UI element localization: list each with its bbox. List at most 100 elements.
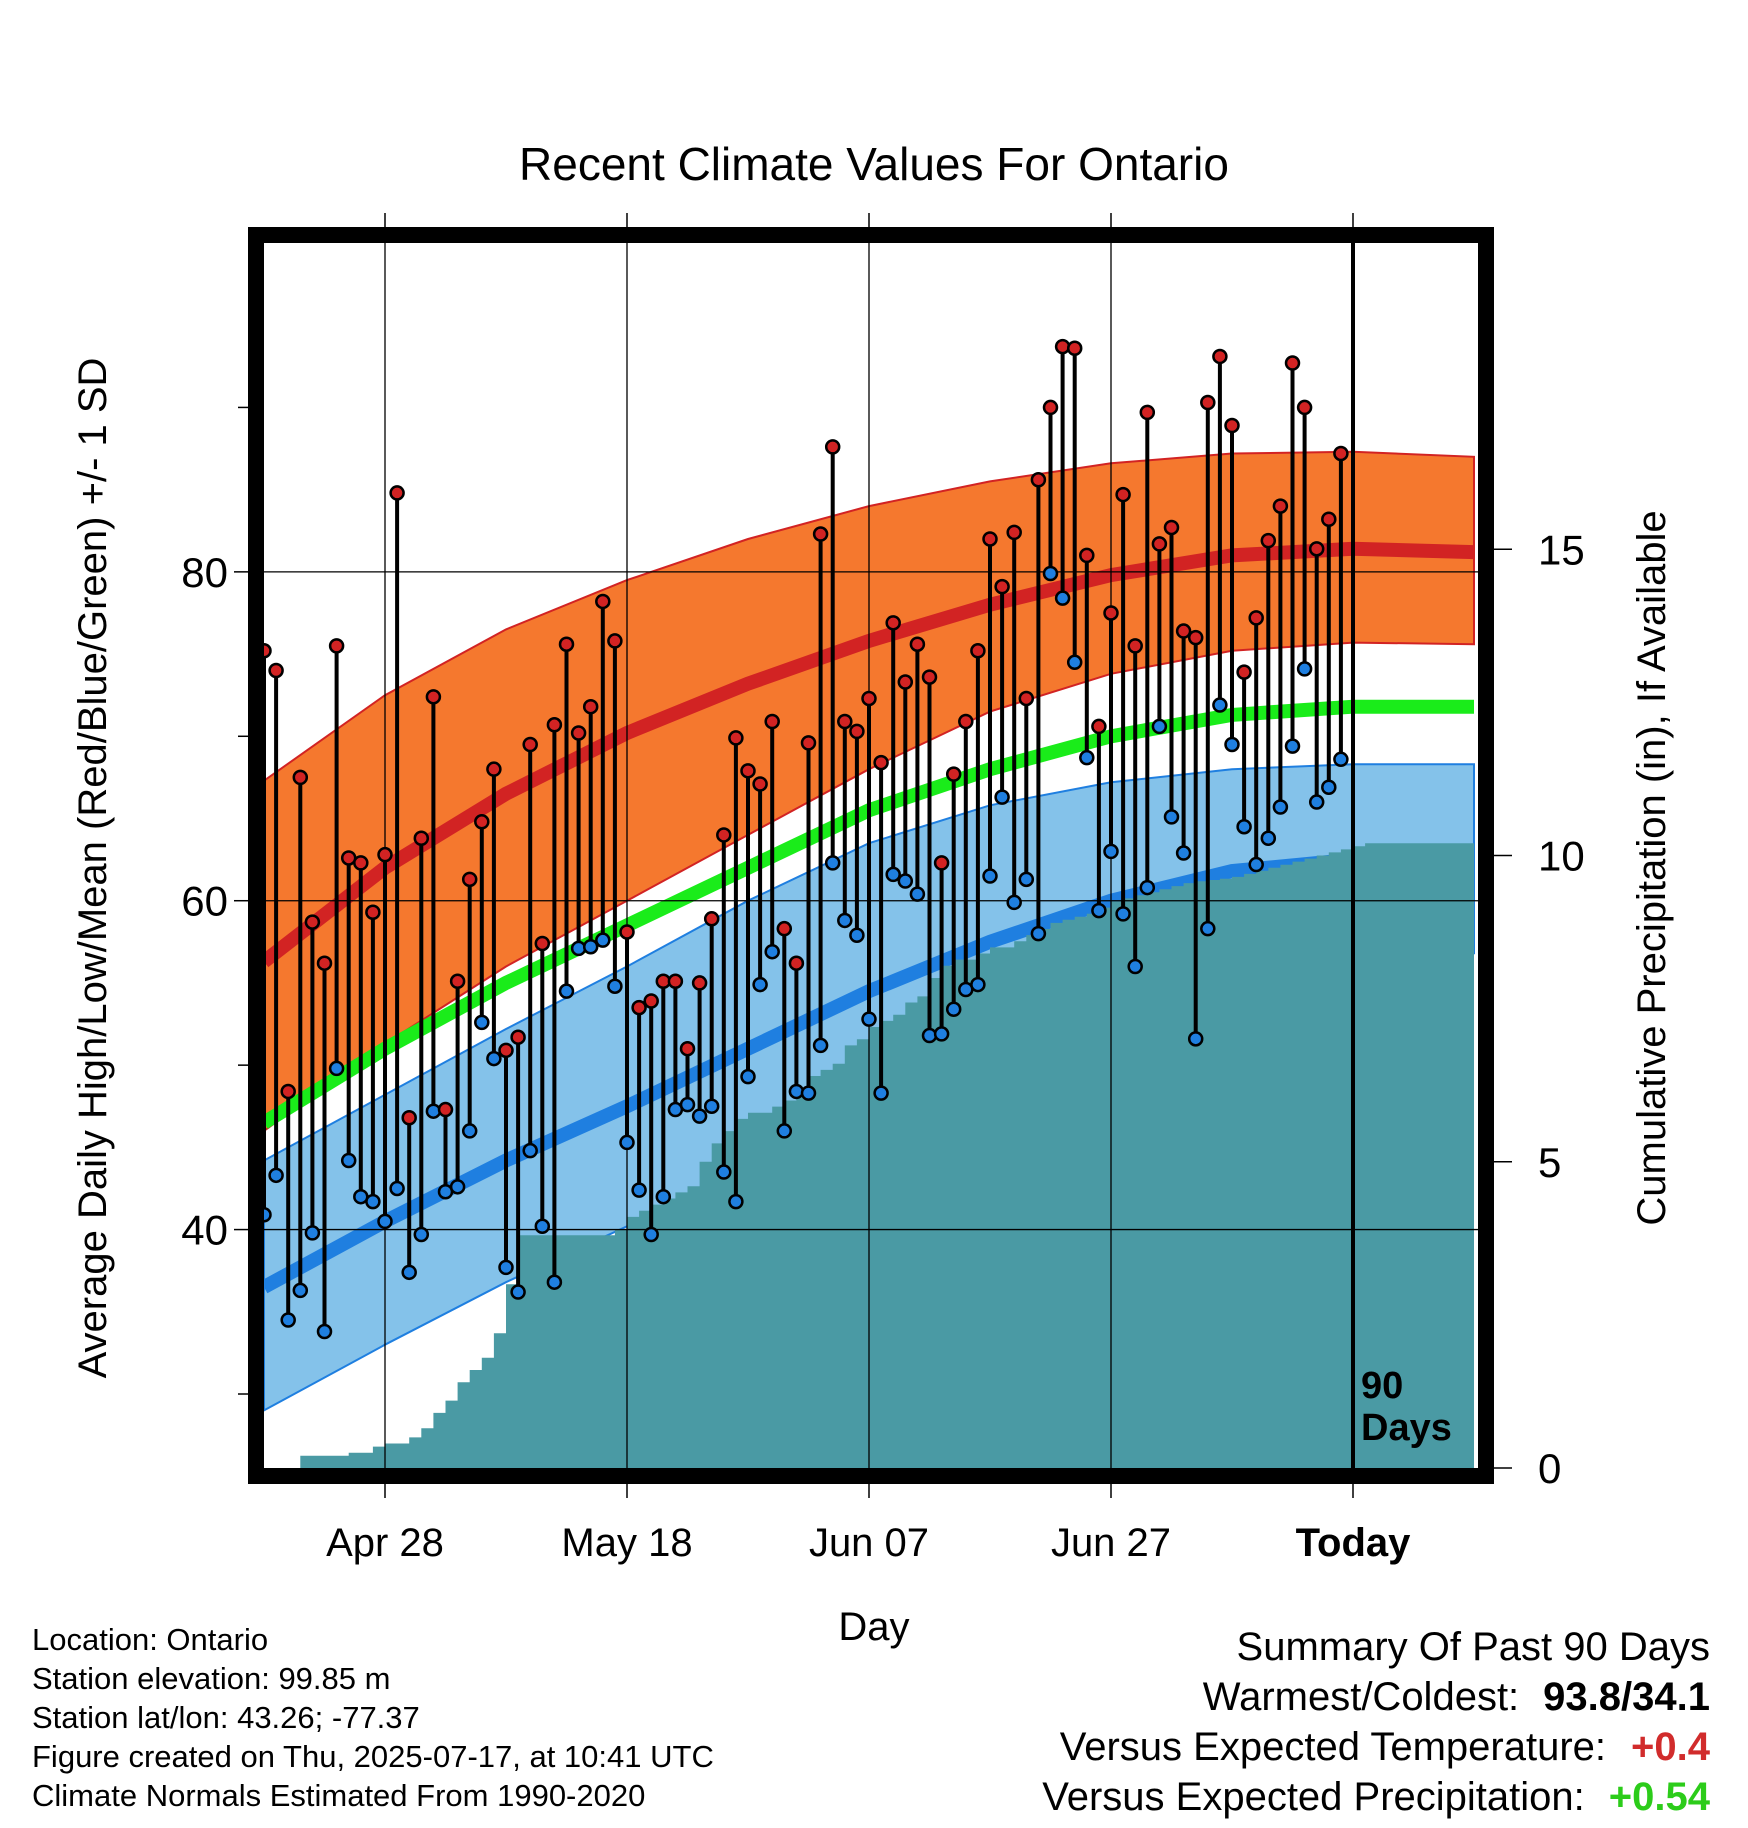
daily-low-point <box>558 983 575 999</box>
daily-high-point <box>280 1083 296 1100</box>
daily-low-point <box>812 1037 829 1054</box>
daily-high-point <box>268 662 284 679</box>
daily-low-point <box>1103 843 1119 860</box>
daily-low-point <box>1127 958 1143 975</box>
daily-low-point <box>800 1085 817 1101</box>
daily-high-point <box>958 713 974 730</box>
daily-low-point <box>776 1123 793 1139</box>
daily-low-point <box>486 1050 502 1067</box>
daily-high-point <box>570 725 587 741</box>
y2-tick-label-3: 15 <box>1538 526 1585 573</box>
daily-low-point <box>377 1213 393 1230</box>
daily-high-point <box>1163 519 1180 536</box>
daily-high-point <box>631 999 647 1016</box>
daily-high-point <box>1066 340 1083 356</box>
daily-high-point <box>1248 610 1264 626</box>
daily-low-point <box>1272 799 1289 815</box>
daily-high-point <box>328 638 345 654</box>
daily-low-point <box>861 1011 877 1027</box>
chart-title: Recent Climate Values For Ontario <box>519 138 1229 190</box>
y2-tick-label-1: 5 <box>1538 1139 1561 1186</box>
daily-low-point <box>1200 920 1216 937</box>
daily-high-point <box>788 955 805 971</box>
daily-low-point <box>413 1226 430 1243</box>
daily-low-point <box>595 932 611 948</box>
y-tick-label-2: 80 <box>181 549 228 596</box>
daily-low-point <box>655 1188 672 1205</box>
station-info: Location: Ontario Station elevation: 99.… <box>32 1620 714 1815</box>
daily-low-point <box>619 1134 635 1151</box>
y2-tick-label-2: 10 <box>1538 833 1585 880</box>
daily-high-point <box>909 636 926 652</box>
daily-high-point <box>837 713 853 730</box>
daily-low-point <box>1333 751 1349 768</box>
daily-low-point <box>546 1274 563 1290</box>
daily-high-point <box>849 723 865 740</box>
daily-low-point <box>728 1193 744 1210</box>
daily-high-point <box>1042 399 1059 416</box>
daily-high-point <box>413 830 430 846</box>
days-label-line2: Days <box>1361 1407 1452 1449</box>
daily-high-point <box>389 485 405 501</box>
daily-high-point <box>691 975 708 991</box>
x-axis-label: Day <box>838 1605 909 1649</box>
location-text: Location: Ontario <box>32 1622 269 1657</box>
daily-high-point <box>885 615 901 631</box>
days-label-line1: 90 <box>1361 1365 1403 1407</box>
daily-low-point <box>1030 925 1047 942</box>
daily-high-point <box>437 1101 454 1118</box>
normals-text: Climate Normals Estimated From 1990-2020 <box>32 1778 646 1813</box>
daily-high-point <box>558 636 575 652</box>
daily-low-point <box>873 1085 889 1101</box>
daily-low-point <box>764 943 780 960</box>
daily-high-point <box>1175 623 1192 639</box>
daily-low-point <box>824 855 841 871</box>
x-tick-label-2: Jun 07 <box>809 1521 929 1565</box>
temp-label: Versus Expected Temperature: <box>1059 1725 1606 1769</box>
daily-low-point <box>582 939 599 955</box>
daily-low-point <box>643 1226 659 1243</box>
daily-high-point <box>716 827 732 843</box>
daily-low-point <box>897 873 914 889</box>
daily-low-point <box>389 1180 405 1197</box>
precip-label: Versus Expected Precipitation: <box>1042 1775 1585 1819</box>
daily-low-point <box>752 976 768 993</box>
daily-low-point <box>849 927 865 943</box>
daily-high-point <box>752 776 768 792</box>
daily-low-point <box>945 1001 962 1017</box>
daily-high-point <box>1115 486 1131 503</box>
daily-high-point <box>619 924 635 940</box>
daily-low-point <box>607 978 623 994</box>
daily-low-point <box>474 1014 490 1031</box>
daily-high-point <box>703 911 720 927</box>
daily-low-point <box>716 1164 732 1180</box>
daily-high-point <box>1296 399 1313 416</box>
daily-low-point <box>316 1323 333 1340</box>
daily-low-point <box>1212 697 1228 713</box>
daily-high-point <box>1200 394 1216 411</box>
daily-high-point <box>449 973 466 990</box>
daily-high-point <box>365 904 381 920</box>
daily-low-point <box>909 886 926 902</box>
daily-high-point <box>764 713 780 730</box>
precip-value: +0.54 <box>1608 1775 1710 1819</box>
daily-low-point <box>691 1108 708 1124</box>
daily-low-point <box>401 1264 417 1281</box>
daily-high-point <box>304 914 321 930</box>
daily-high-point <box>897 674 914 690</box>
daily-low-point <box>982 868 998 884</box>
daily-high-point <box>740 763 756 779</box>
daily-low-point <box>498 1259 514 1276</box>
daily-low-point <box>1115 906 1131 922</box>
x-tick-label-4: Today <box>1296 1521 1412 1565</box>
daily-high-point <box>1151 536 1168 552</box>
daily-high-point <box>921 669 938 685</box>
daily-low-point <box>837 912 853 929</box>
temp-value: +0.4 <box>1631 1725 1710 1769</box>
daily-high-point <box>486 761 502 777</box>
daily-high-point <box>1139 404 1156 421</box>
daily-low-point <box>461 1123 478 1139</box>
daily-low-point <box>280 1312 296 1328</box>
daily-low-point <box>1187 1031 1204 1047</box>
daily-high-point <box>1284 355 1301 371</box>
